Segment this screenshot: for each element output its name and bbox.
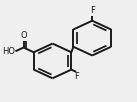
Text: F: F	[90, 6, 95, 15]
Text: O: O	[20, 31, 27, 40]
Text: F: F	[74, 72, 79, 81]
Text: HO: HO	[2, 47, 15, 56]
